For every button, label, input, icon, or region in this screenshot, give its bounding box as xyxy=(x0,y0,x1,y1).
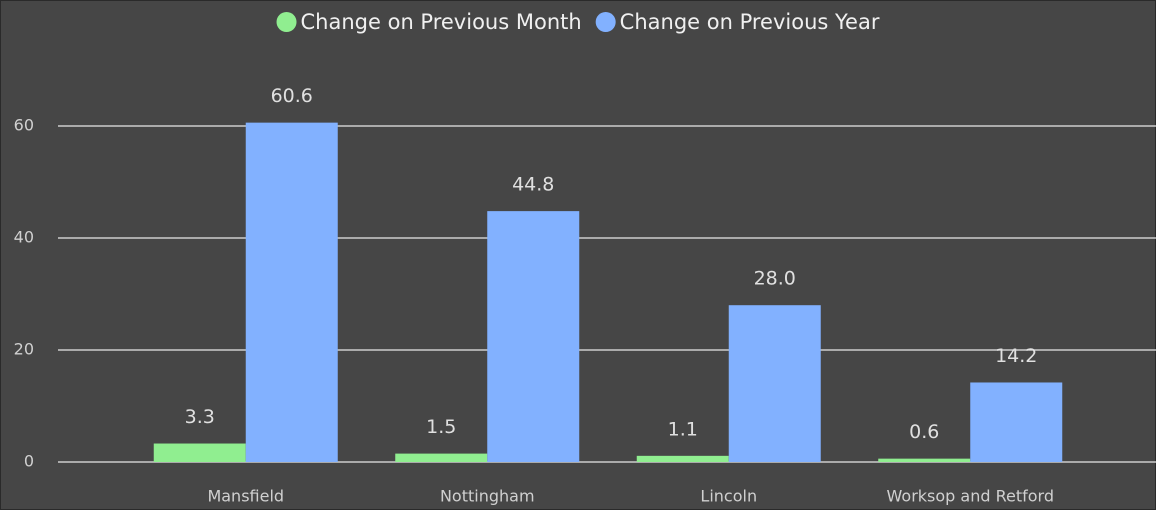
legend-marker xyxy=(595,12,616,32)
y-tick-label: 60 xyxy=(14,116,34,135)
data-label: 1.5 xyxy=(426,416,456,438)
bar xyxy=(395,453,488,462)
y-tick-label: 0 xyxy=(24,452,34,471)
bar xyxy=(970,382,1063,462)
bar xyxy=(153,443,246,462)
legend-label: Change on Previous Month xyxy=(301,10,582,34)
legend-label: Change on Previous Year xyxy=(620,10,880,34)
bar xyxy=(636,455,729,462)
x-tick-label: Worksop and Retford xyxy=(887,487,1054,506)
bar xyxy=(245,122,338,462)
data-label: 1.1 xyxy=(668,418,698,440)
data-label: 60.6 xyxy=(271,85,313,107)
data-label: 3.3 xyxy=(185,406,215,428)
bar xyxy=(728,305,821,462)
data-label: 0.6 xyxy=(909,421,939,443)
y-tick-label: 40 xyxy=(14,228,34,247)
data-label: 14.2 xyxy=(995,345,1037,367)
y-tick-label: 20 xyxy=(14,340,34,359)
x-tick-label: Lincoln xyxy=(700,487,757,506)
data-label: 44.8 xyxy=(512,174,554,196)
legend-marker xyxy=(276,12,297,32)
x-tick-label: Mansfield xyxy=(207,487,284,506)
bar xyxy=(878,458,971,462)
bar xyxy=(487,211,580,462)
x-tick-label: Nottingham xyxy=(440,487,535,506)
data-label: 28.0 xyxy=(754,268,796,290)
